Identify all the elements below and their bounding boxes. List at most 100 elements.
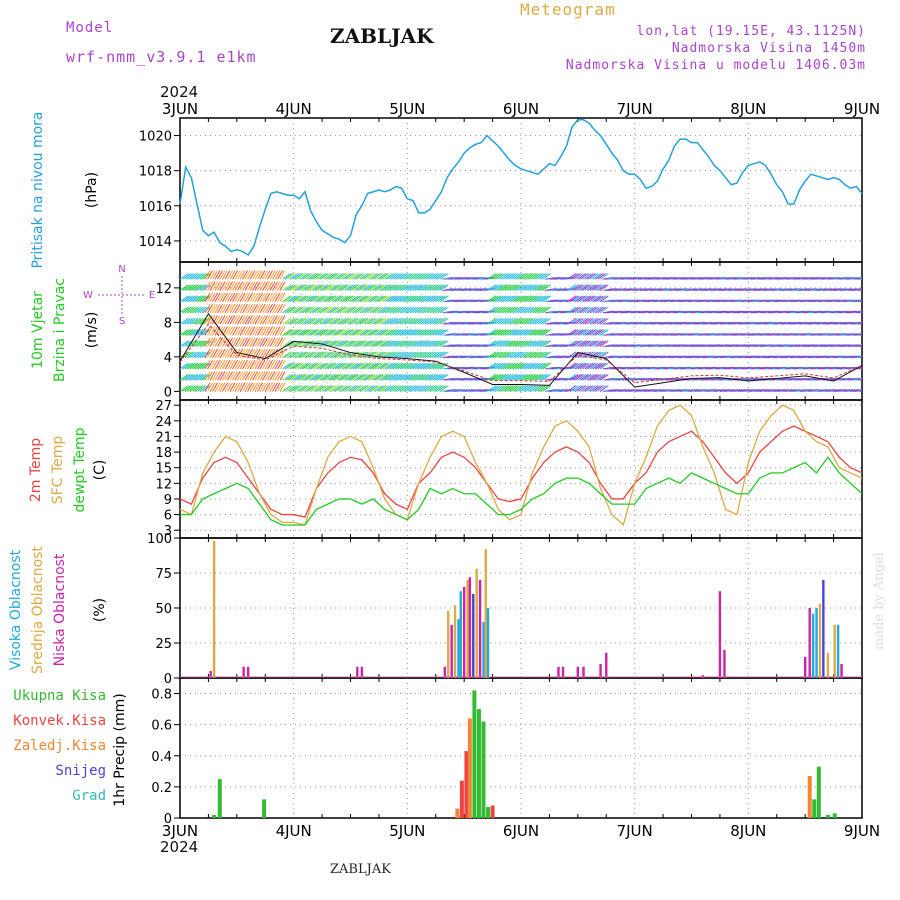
wind-barb bbox=[334, 362, 344, 370]
wind-barb bbox=[364, 374, 374, 381]
wind-barb bbox=[432, 273, 442, 280]
wind-barb bbox=[342, 284, 352, 291]
y-tick-label: 0 bbox=[164, 672, 172, 687]
wind-barb bbox=[502, 273, 512, 280]
wind-barb bbox=[302, 385, 312, 392]
wind-barb bbox=[519, 374, 529, 381]
wind-barb bbox=[572, 385, 582, 392]
wind-barb bbox=[509, 329, 519, 336]
wind-barb bbox=[489, 273, 499, 280]
wind-barb bbox=[389, 295, 399, 303]
wind-barb bbox=[434, 284, 444, 291]
wind-barb bbox=[304, 351, 314, 359]
wind-barb bbox=[212, 281, 218, 291]
wind-barb bbox=[194, 317, 204, 325]
wind-barb bbox=[512, 317, 522, 325]
x-day-label-bottom: 4JUN bbox=[276, 822, 312, 840]
wind-barb bbox=[339, 317, 349, 325]
wind-barb bbox=[364, 340, 374, 347]
wind-barb bbox=[369, 362, 379, 370]
cloud-bar bbox=[557, 666, 560, 678]
wind-barb bbox=[382, 273, 392, 280]
wind-barb bbox=[284, 306, 294, 314]
precip-bar bbox=[816, 766, 821, 818]
compass-n: N bbox=[118, 264, 125, 275]
wind-barb bbox=[364, 362, 374, 370]
precip-bar bbox=[464, 751, 469, 818]
wind-barb bbox=[584, 317, 594, 325]
wind-barb bbox=[259, 360, 266, 370]
wind-barb bbox=[429, 351, 439, 359]
wind-barb bbox=[299, 385, 309, 392]
wind-barb bbox=[502, 374, 512, 381]
wind-barb bbox=[284, 362, 294, 370]
wind-barb bbox=[412, 362, 422, 370]
wind-barb bbox=[567, 317, 577, 325]
wind-barb bbox=[439, 329, 449, 336]
wind-barb bbox=[579, 329, 589, 336]
wind-barb bbox=[392, 340, 402, 347]
wind-barb bbox=[332, 385, 342, 392]
wind-barb bbox=[514, 329, 524, 336]
wind-barb bbox=[342, 295, 352, 303]
wind-barb bbox=[377, 340, 387, 347]
wind-barb bbox=[337, 374, 347, 381]
cloud-bar bbox=[242, 666, 245, 678]
wind-barb bbox=[184, 374, 194, 381]
wind-barb bbox=[209, 382, 216, 392]
wind-barb bbox=[399, 306, 409, 314]
wind-barb bbox=[257, 270, 263, 280]
wind-barb bbox=[222, 360, 228, 370]
wind-barb bbox=[422, 295, 432, 303]
wind-barb bbox=[577, 385, 587, 392]
wind-barb bbox=[329, 362, 339, 370]
wind-barb bbox=[247, 348, 253, 358]
wind-barb bbox=[584, 329, 594, 336]
wind-barb bbox=[494, 284, 504, 291]
wind-barb bbox=[532, 306, 542, 314]
wind-barb bbox=[589, 306, 599, 314]
wind-barb bbox=[379, 329, 389, 336]
wind-barb bbox=[247, 281, 253, 291]
cloud-bar bbox=[212, 540, 216, 678]
wind-barb bbox=[384, 329, 394, 336]
wind-barb bbox=[237, 382, 243, 392]
wind-barb bbox=[207, 382, 213, 392]
wind-barb bbox=[407, 385, 417, 392]
wind-barb bbox=[565, 333, 576, 336]
wind-barb bbox=[297, 306, 307, 314]
wind-barb bbox=[577, 273, 587, 280]
wind-barb bbox=[224, 371, 231, 381]
wind-barb bbox=[357, 295, 367, 303]
wind-barb bbox=[509, 295, 519, 303]
wind-barb bbox=[349, 340, 359, 347]
wind-barb bbox=[374, 295, 384, 303]
wind-barb bbox=[529, 385, 539, 392]
wind-barb bbox=[569, 295, 579, 303]
wind-barb bbox=[407, 295, 417, 303]
wind-barb bbox=[357, 374, 367, 381]
wind-barb bbox=[504, 362, 514, 370]
wind-barb bbox=[204, 303, 211, 314]
wind-barb bbox=[369, 295, 379, 303]
wind-barb bbox=[229, 382, 236, 392]
wind-barb bbox=[537, 295, 547, 303]
wind-barb bbox=[422, 284, 432, 291]
wind-barb bbox=[294, 385, 304, 392]
wind-barb bbox=[529, 374, 539, 381]
wind-barb bbox=[572, 284, 582, 291]
wind-barb bbox=[217, 360, 223, 370]
wind-barb bbox=[294, 284, 304, 291]
wind-barb bbox=[394, 385, 404, 392]
y-tick-label: 1016 bbox=[139, 200, 172, 215]
wind-barb bbox=[267, 382, 273, 392]
wind-barb bbox=[414, 385, 424, 392]
wind-barb bbox=[187, 374, 196, 381]
wind-barb bbox=[399, 374, 409, 381]
wind-barb bbox=[522, 273, 532, 280]
wind-barb bbox=[397, 385, 407, 392]
wind-barb bbox=[344, 284, 354, 291]
wind-barb bbox=[422, 340, 432, 347]
precip-bar bbox=[459, 780, 464, 818]
wind-barb bbox=[404, 306, 414, 314]
